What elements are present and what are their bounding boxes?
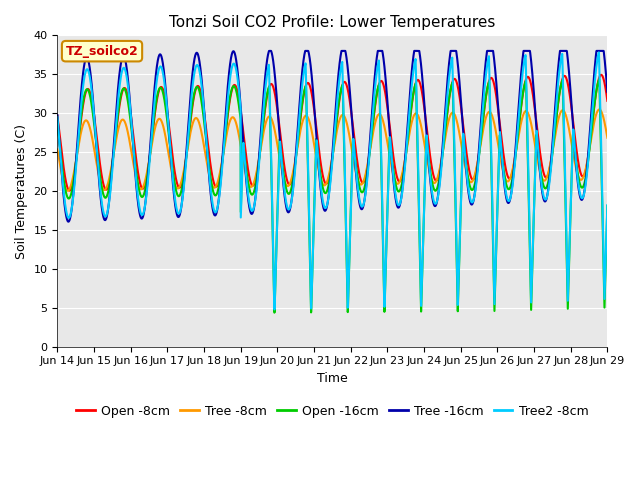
Tree -8cm xyxy=(54,146,61,152)
Tree2 -8cm xyxy=(386,135,394,141)
Tree -8cm xyxy=(172,183,179,189)
Tree -16cm xyxy=(396,202,404,208)
Tree -16cm xyxy=(266,48,273,54)
Tree -16cm xyxy=(172,204,179,209)
Tree2 -8cm xyxy=(207,189,215,195)
Line: Tree2 -8cm: Tree2 -8cm xyxy=(58,52,607,310)
Tree2 -8cm xyxy=(595,49,603,55)
Tree -8cm xyxy=(64,188,72,194)
Y-axis label: Soil Temperatures (C): Soil Temperatures (C) xyxy=(15,123,28,259)
X-axis label: Time: Time xyxy=(317,372,348,385)
Open -8cm xyxy=(66,188,74,193)
Tree2 -8cm xyxy=(172,198,179,204)
Line: Open -8cm: Open -8cm xyxy=(58,75,607,191)
Open -8cm xyxy=(552,124,559,130)
Tree -16cm xyxy=(65,219,72,225)
Tree -16cm xyxy=(604,87,611,93)
Tree -16cm xyxy=(387,137,394,143)
Open -8cm xyxy=(172,173,179,179)
Line: Open -16cm: Open -16cm xyxy=(58,79,607,312)
Open -16cm xyxy=(386,139,394,144)
Open -8cm xyxy=(396,179,404,184)
Open -8cm xyxy=(54,113,61,119)
Open -16cm xyxy=(396,188,404,194)
Tree2 -8cm xyxy=(271,307,278,312)
Tree2 -8cm xyxy=(604,207,611,213)
Line: Tree -8cm: Tree -8cm xyxy=(58,109,607,191)
Tree -16cm xyxy=(552,99,559,105)
Tree -8cm xyxy=(386,156,394,161)
Tree -8cm xyxy=(604,134,611,140)
Open -8cm xyxy=(386,126,394,132)
Line: Tree -16cm: Tree -16cm xyxy=(58,51,607,222)
Open -8cm xyxy=(207,166,215,172)
Open -16cm xyxy=(595,76,603,82)
Tree -8cm xyxy=(604,135,611,141)
Open -16cm xyxy=(207,178,215,183)
Title: Tonzi Soil CO2 Profile: Lower Temperatures: Tonzi Soil CO2 Profile: Lower Temperatur… xyxy=(169,15,495,30)
Open -16cm xyxy=(271,310,278,315)
Open -8cm xyxy=(604,98,611,104)
Tree -8cm xyxy=(595,107,603,112)
Open -16cm xyxy=(172,184,179,190)
Tree2 -8cm xyxy=(54,114,61,120)
Tree -16cm xyxy=(207,195,215,201)
Tree -8cm xyxy=(207,180,215,185)
Tree2 -8cm xyxy=(396,201,404,207)
Tree2 -8cm xyxy=(604,202,611,208)
Open -16cm xyxy=(604,203,611,209)
Tree2 -8cm xyxy=(552,114,559,120)
Open -16cm xyxy=(54,121,61,127)
Text: TZ_soilco2: TZ_soilco2 xyxy=(66,45,138,58)
Open -8cm xyxy=(604,97,611,103)
Tree -16cm xyxy=(604,89,611,95)
Open -8cm xyxy=(597,72,605,78)
Open -16cm xyxy=(604,208,611,214)
Tree -8cm xyxy=(552,132,559,138)
Legend: Open -8cm, Tree -8cm, Open -16cm, Tree -16cm, Tree2 -8cm: Open -8cm, Tree -8cm, Open -16cm, Tree -… xyxy=(72,400,593,423)
Tree -8cm xyxy=(396,179,404,184)
Open -16cm xyxy=(552,124,559,130)
Tree -16cm xyxy=(54,112,61,118)
